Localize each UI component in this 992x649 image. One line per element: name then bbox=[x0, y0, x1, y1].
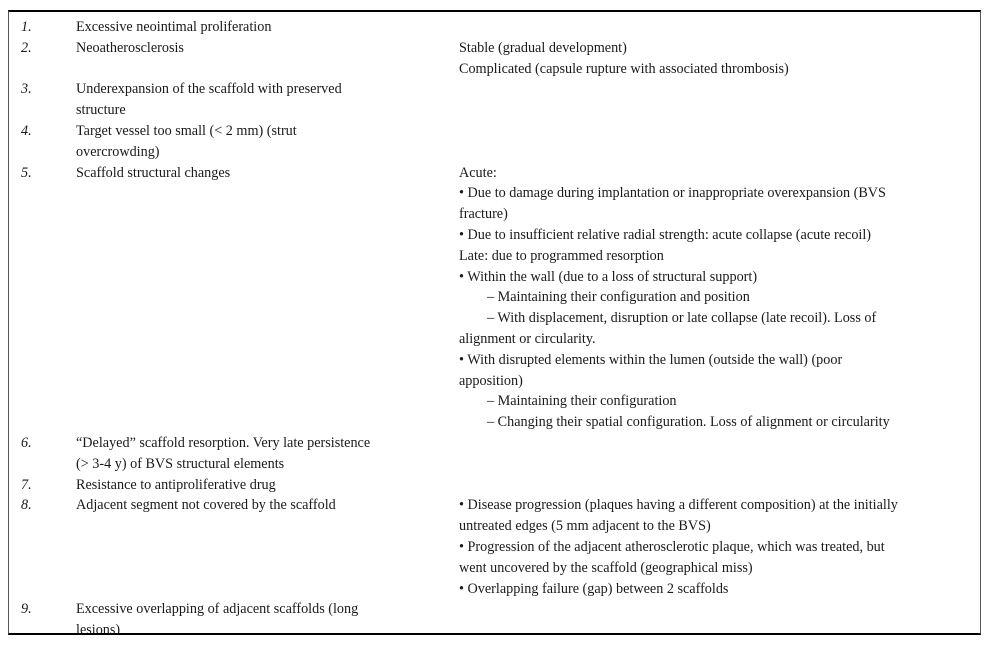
row-number: 8. bbox=[21, 497, 32, 514]
row-item-text: Underexpansion of the scaffold with pres… bbox=[76, 81, 342, 119]
row-number: 9. bbox=[21, 601, 32, 618]
table-row: 9. Excessive overlapping of adjacent sca… bbox=[9, 599, 980, 635]
row-number: 5. bbox=[21, 164, 32, 181]
detail-line: fracture) bbox=[459, 206, 508, 223]
row-number: 6. bbox=[21, 434, 32, 451]
table-row: 4. Target vessel too small (< 2 mm) (str… bbox=[9, 121, 980, 163]
table-row: 6. “Delayed” scaffold resorption. Very l… bbox=[9, 433, 980, 475]
row-details bbox=[459, 599, 980, 620]
detail-line: untreated edges (5 mm adjacent to the BV… bbox=[459, 518, 711, 535]
detail-line: – Maintaining their configuration bbox=[487, 393, 677, 410]
row-details bbox=[459, 475, 980, 496]
row-item-text: Scaffold structural changes bbox=[76, 164, 231, 181]
detail-line: Stable (gradual development) bbox=[459, 39, 627, 56]
detail-line: • Disease progression (plaques having a … bbox=[459, 497, 898, 514]
row-number: 3. bbox=[21, 81, 32, 98]
detail-line: Acute: bbox=[459, 164, 497, 181]
row-number: 4. bbox=[21, 122, 32, 139]
detail-line: went uncovered by the scaffold (geograph… bbox=[459, 559, 753, 576]
row-details: Stable (gradual development) Complicated … bbox=[459, 38, 980, 80]
row-item-text: Excessive neointimal proliferation bbox=[76, 19, 272, 35]
detail-line: • Due to damage during implantation or i… bbox=[459, 185, 886, 202]
row-item-text: “Delayed” scaffold resorption. Very late… bbox=[76, 434, 371, 472]
scaffold-failure-modes-table: 1. Excessive neointimal proliferation 2.… bbox=[8, 10, 981, 635]
detail-line: – Maintaining their configuration and po… bbox=[487, 289, 750, 306]
row-details: Acute: • Due to damage during implantatio… bbox=[459, 163, 980, 433]
row-item-text: Excessive overlapping of adjacent scaffo… bbox=[76, 601, 359, 635]
row-details bbox=[459, 121, 980, 142]
detail-line: apposition) bbox=[459, 372, 523, 389]
detail-line: • With disrupted elements within the lum… bbox=[459, 351, 843, 368]
table-row: 1. Excessive neointimal proliferation bbox=[9, 17, 980, 38]
table-row: 3. Underexpansion of the scaffold with p… bbox=[9, 79, 980, 121]
row-item-text: Neoatherosclerosis bbox=[76, 39, 184, 56]
row-details bbox=[459, 433, 980, 454]
detail-line: • Due to insufficient relative radial st… bbox=[459, 226, 872, 243]
row-details bbox=[459, 79, 980, 100]
detail-line: – With displacement, disruption or late … bbox=[487, 310, 877, 327]
table-row: 8. Adjacent segment not covered by the s… bbox=[9, 495, 980, 599]
row-item-text: Adjacent segment not covered by the scaf… bbox=[76, 497, 336, 514]
detail-line: – Changing their spatial configuration. … bbox=[487, 414, 890, 431]
row-number: 2. bbox=[21, 39, 32, 56]
row-number: 1. bbox=[21, 19, 32, 35]
row-number: 7. bbox=[21, 476, 32, 493]
detail-line: Late: due to programmed resorption bbox=[459, 247, 664, 264]
table-row: 5. Scaffold structural changes Acute: • D… bbox=[9, 163, 980, 433]
detail-line: Complicated (capsule rupture with associ… bbox=[459, 60, 789, 77]
detail-line: • Progression of the adjacent atheroscle… bbox=[459, 538, 885, 555]
row-details bbox=[459, 17, 980, 38]
detail-line: alignment or circularity. bbox=[459, 330, 596, 347]
detail-line: • Overlapping failure (gap) between 2 sc… bbox=[459, 580, 729, 597]
table-row: 2. Neoatherosclerosis Stable (gradual de… bbox=[9, 38, 980, 80]
detail-line: • Within the wall (due to a loss of stru… bbox=[459, 268, 758, 285]
row-details: • Disease progression (plaques having a … bbox=[459, 495, 980, 599]
row-item-text: Target vessel too small (< 2 mm) (strut … bbox=[76, 122, 297, 160]
row-item-text: Resistance to antiproliferative drug bbox=[76, 476, 276, 493]
table-row: 7. Resistance to antiproliferative drug bbox=[9, 475, 980, 496]
